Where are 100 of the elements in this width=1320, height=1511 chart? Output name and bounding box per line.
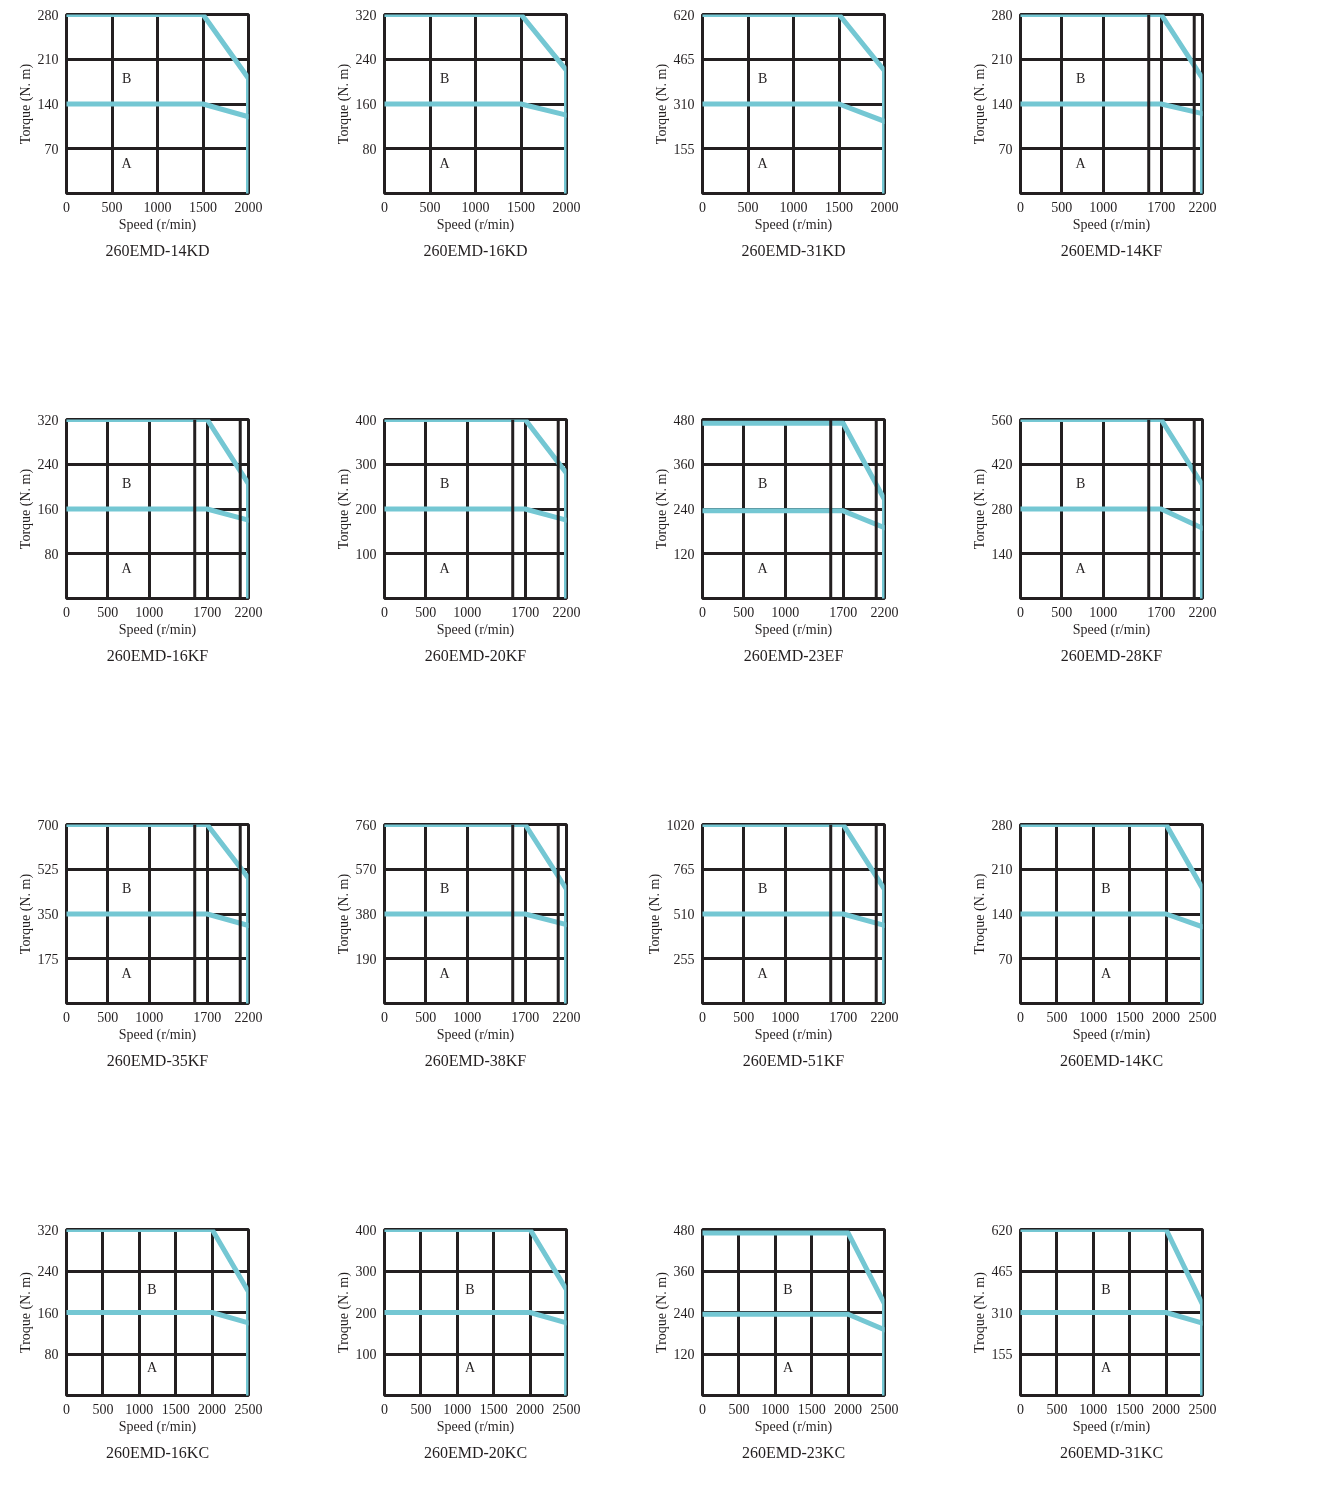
x-tick-label: 1500: [1115, 1009, 1144, 1025]
x-tick-label: 1000: [143, 199, 172, 215]
text: 260EMD-35KF: [106, 1051, 209, 1069]
y-tick-label: 360: [673, 457, 695, 473]
y-tick-label: 280: [991, 502, 1013, 517]
x-tick-label: 500: [415, 604, 437, 620]
x-tick-label: 0: [63, 604, 70, 620]
y-axis-title: Torque (N. m): [335, 63, 352, 145]
y-axis-title: Torque (N. m): [646, 873, 663, 955]
x-tick-label: 2500: [234, 1401, 263, 1417]
y-tick-label: 80: [362, 141, 377, 157]
x-tick-label: 1000: [771, 604, 800, 620]
y-tick-label: 240: [37, 1264, 59, 1279]
x-axis-title: Speed (r/min): [436, 216, 515, 233]
x-tick-label: 1700: [193, 604, 222, 620]
x-axis-title: Speed (r/min): [436, 621, 515, 638]
x-tick-label: 0: [1017, 199, 1024, 215]
x-tick-label: 0: [1017, 1009, 1024, 1025]
annotation: B: [783, 1281, 793, 1297]
x-axis-title: Speed (r/min): [1072, 1026, 1151, 1043]
annotation: B: [1101, 1281, 1111, 1297]
annotation: B: [121, 476, 132, 492]
x-tick-label: 1500: [797, 1401, 826, 1417]
text: 260EMD-31KD: [741, 241, 846, 259]
y-tick-label: 80: [44, 1347, 59, 1362]
x-tick-label: 0: [699, 1009, 706, 1025]
x-tick-label: 1000: [135, 604, 164, 620]
y-tick-label: 140: [991, 546, 1013, 562]
x-tick-label: 2500: [1188, 1401, 1217, 1417]
y-tick-label: 255: [673, 951, 695, 967]
annotation: A: [757, 965, 769, 981]
y-tick-label: 70: [998, 141, 1013, 157]
x-tick-label: 2200: [1188, 604, 1217, 620]
x-axis-title: Speed (r/min): [118, 1026, 197, 1043]
y-axis-title: Troque (N. m): [653, 1271, 670, 1353]
y-tick-label: 320: [37, 412, 59, 428]
y-tick-label: 380: [355, 907, 377, 922]
y-tick-label: 765: [673, 862, 695, 878]
y-tick-label: 620: [673, 7, 695, 23]
y-axis-title: Troque (N. m): [335, 1271, 352, 1353]
x-tick-label: 0: [699, 604, 706, 620]
x-tick-label: 1000: [443, 1401, 472, 1417]
x-tick-label: 500: [410, 1401, 432, 1417]
y-tick-label: 300: [355, 457, 377, 473]
x-tick-label: 1000: [125, 1401, 154, 1417]
x-tick-label: 1000: [461, 199, 490, 215]
text: 260EMD-20KC: [423, 1443, 528, 1461]
x-tick-label: 1700: [829, 1009, 858, 1025]
text: 260EMD-23KC: [741, 1443, 846, 1461]
x-tick-label: 0: [1017, 1401, 1024, 1417]
y-tick-label: 240: [673, 502, 695, 517]
annotation: B: [465, 1281, 475, 1297]
x-tick-label: 0: [381, 604, 388, 620]
y-axis-title: Torque (N. m): [335, 873, 352, 955]
x-tick-label: 500: [92, 1401, 114, 1417]
annotation: B: [121, 71, 132, 87]
x-tick-label: 0: [63, 199, 70, 215]
text: 260EMD-16KF: [106, 646, 209, 664]
y-axis-title: Torque (N. m): [17, 873, 34, 955]
y-tick-label: 120: [673, 1347, 695, 1362]
y-tick-label: 240: [37, 457, 59, 473]
text: 260EMD-16KD: [423, 241, 528, 259]
x-tick-label: 2000: [198, 1401, 227, 1417]
x-tick-label: 2200: [870, 1009, 899, 1025]
x-tick-label: 1500: [161, 1401, 190, 1417]
x-tick-label: 2000: [234, 199, 263, 215]
x-axis-title: Speed (r/min): [1072, 216, 1151, 233]
y-tick-label: 140: [991, 907, 1013, 922]
y-tick-label: 350: [37, 907, 59, 922]
annotation: B: [757, 71, 768, 87]
annotation: A: [757, 560, 769, 576]
y-tick-label: 760: [355, 817, 377, 833]
x-tick-label: 1000: [453, 604, 482, 620]
x-tick-label: 1700: [511, 604, 540, 620]
annotation: A: [757, 155, 769, 171]
x-tick-label: 500: [97, 604, 119, 620]
x-tick-label: 2500: [1188, 1009, 1217, 1025]
text: 260EMD-38KF: [424, 1051, 527, 1069]
y-axis-title: Torque (N. m): [17, 63, 34, 145]
annotation: B: [1101, 881, 1111, 897]
x-axis-title: Speed (r/min): [754, 621, 833, 638]
y-tick-label: 175: [37, 951, 59, 967]
annotation: B: [439, 476, 450, 492]
y-axis-title: Troque (N. m): [17, 1271, 34, 1353]
annotation: B: [147, 1281, 157, 1297]
annotation: B: [1075, 476, 1086, 492]
x-tick-label: 2000: [552, 199, 581, 215]
y-tick-label: 160: [37, 1305, 59, 1321]
y-tick-label: 210: [991, 52, 1013, 68]
y-tick-label: 320: [37, 1222, 59, 1238]
y-tick-label: 700: [37, 817, 59, 833]
x-tick-label: 500: [1051, 604, 1073, 620]
x-tick-label: 500: [737, 199, 759, 215]
annotation: B: [1075, 71, 1086, 87]
y-tick-label: 465: [673, 52, 695, 68]
x-tick-label: 2000: [1152, 1401, 1181, 1417]
x-axis-title: Speed (r/min): [118, 621, 197, 638]
x-tick-label: 1700: [511, 1009, 540, 1025]
x-tick-label: 500: [728, 1401, 750, 1417]
x-tick-label: 2000: [834, 1401, 863, 1417]
